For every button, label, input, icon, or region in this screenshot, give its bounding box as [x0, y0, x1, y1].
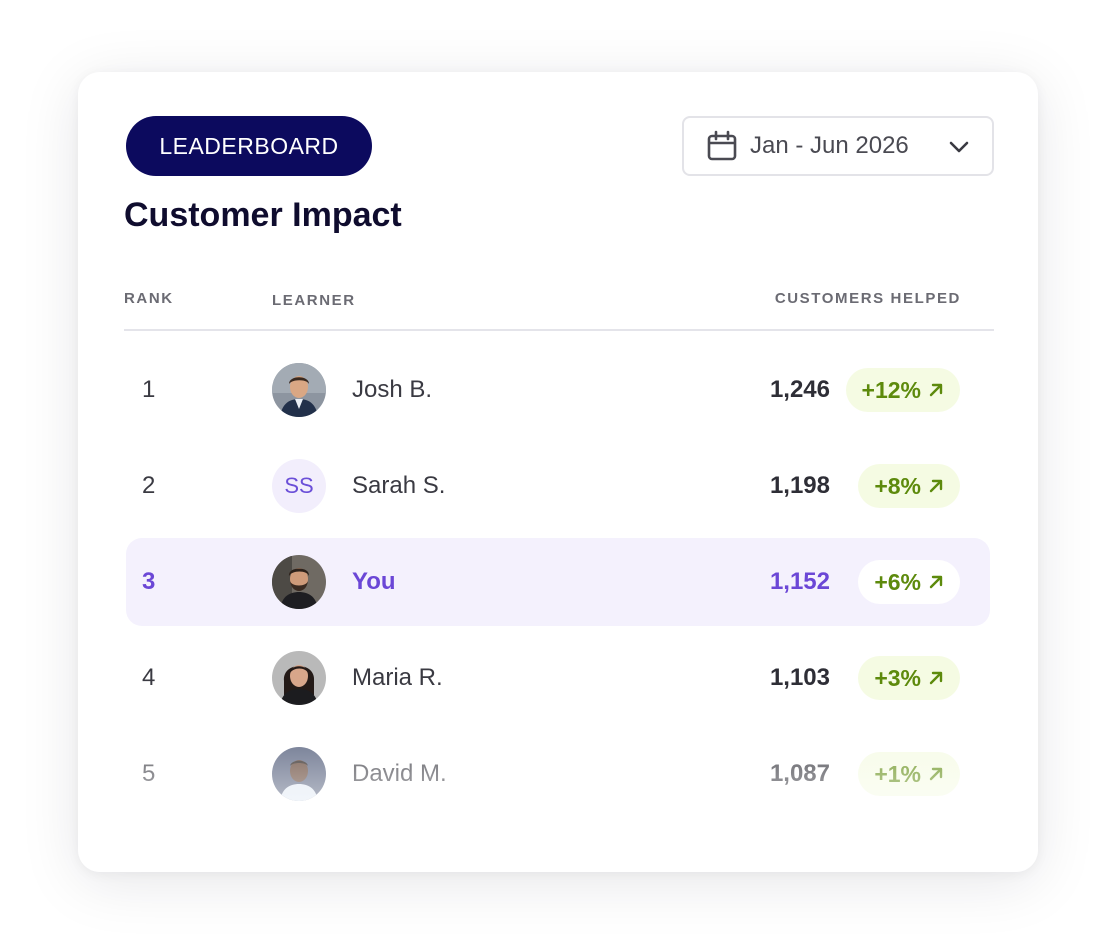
arrow-up-right-icon: [928, 574, 944, 590]
change-badge: +1%: [858, 752, 960, 796]
change-value: +8%: [874, 472, 921, 499]
leaderboard-row: 5 David M. 1,087 +1%: [126, 730, 990, 818]
change-badge: +8%: [858, 464, 960, 508]
learner-name: You: [352, 568, 396, 595]
change-value: +1%: [874, 760, 921, 787]
learner-column-header: LEARNER: [272, 292, 356, 309]
customers-helped-value: 1,152: [769, 568, 830, 595]
rank-number: 4: [142, 664, 156, 691]
customers-helped-value: 1,087: [769, 760, 830, 787]
page-title: Customer Impact: [124, 196, 402, 234]
header-divider: [124, 329, 994, 331]
change-value: +3%: [874, 664, 921, 691]
learner-name: Sarah S.: [352, 472, 446, 499]
calendar-icon: [706, 130, 738, 162]
avatar: [272, 651, 326, 705]
arrow-up-right-icon: [928, 382, 944, 398]
change-badge: +6%: [858, 560, 960, 604]
arrow-up-right-icon: [928, 670, 944, 686]
rank-number: 3: [142, 568, 156, 595]
avatar: [272, 747, 326, 801]
rank-number: 5: [142, 760, 156, 787]
leaderboard-row-current-user: 3 You 1,152 +6%: [126, 538, 990, 626]
leaderboard-card: LEADERBOARD Jan - Jun 2026 Customer Impa…: [78, 72, 1038, 872]
learner-name: Maria R.: [352, 664, 443, 691]
customers-helped-column-header: CUSTOMERS HELPED: [774, 290, 961, 307]
rank-column-header: RANK: [124, 290, 174, 307]
learner-name: Josh B.: [352, 376, 433, 403]
customers-helped-value: 1,103: [769, 664, 830, 691]
arrow-up-right-icon: [928, 766, 944, 782]
leaderboard-row: 2 SS Sarah S. 1,198 +8%: [126, 442, 990, 530]
customers-helped-value: 1,246: [769, 376, 830, 403]
rank-number: 2: [142, 472, 156, 499]
chevron-down-icon: [946, 134, 972, 160]
date-range-label: Jan - Jun 2026: [750, 132, 909, 159]
change-value: +12%: [861, 376, 921, 403]
rank-number: 1: [142, 376, 156, 403]
leaderboard-badge: LEADERBOARD: [126, 116, 372, 176]
date-range-dropdown[interactable]: Jan - Jun 2026: [682, 116, 994, 176]
customers-helped-value: 1,198: [769, 472, 830, 499]
avatar-initials: SS: [272, 459, 326, 513]
change-badge: +3%: [858, 656, 960, 700]
learner-name: David M.: [352, 760, 447, 787]
change-value: +6%: [874, 568, 921, 595]
leaderboard-row: 4 Maria R. 1,103 +3%: [126, 634, 990, 722]
leaderboard-row: 1 Josh B. 1,246 +12%: [126, 346, 990, 434]
avatar: [272, 555, 326, 609]
arrow-up-right-icon: [928, 478, 944, 494]
change-badge: +12%: [845, 368, 960, 412]
avatar: [272, 363, 326, 417]
